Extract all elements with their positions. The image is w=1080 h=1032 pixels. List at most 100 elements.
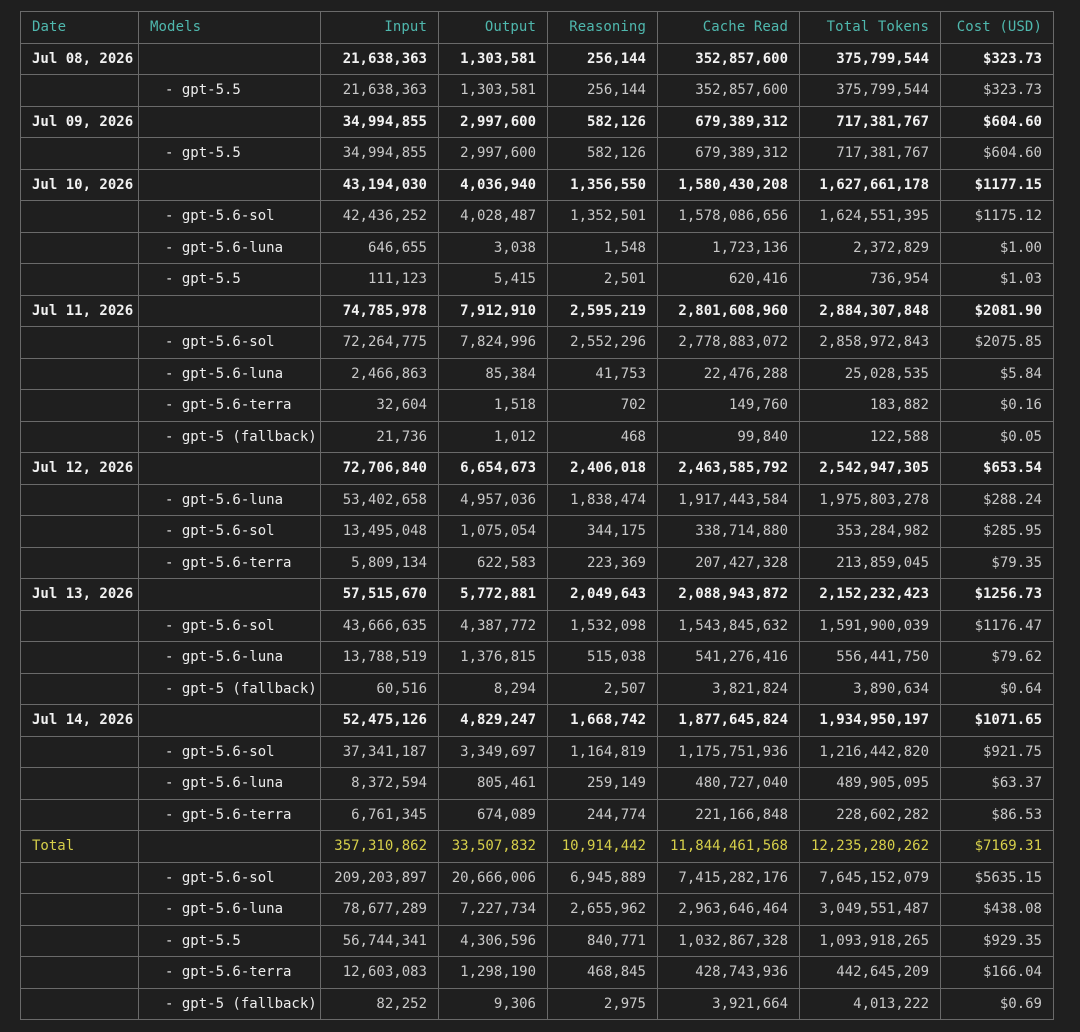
input-cell: 74,785,978 — [320, 294, 439, 327]
model-cell: - gpt-5.6-luna — [138, 641, 321, 674]
cost-cell: $285.95 — [940, 515, 1054, 548]
reasoning-cell: 702 — [547, 389, 658, 422]
output-cell: 1,518 — [438, 389, 548, 422]
output-cell: 2,997,600 — [438, 137, 548, 170]
reasoning-cell: 582,126 — [547, 137, 658, 170]
date-cell — [20, 767, 139, 800]
cache-read-cell: 149,760 — [657, 389, 800, 422]
reasoning-cell: 2,975 — [547, 987, 658, 1020]
total-tokens-cell: 442,645,209 — [799, 956, 941, 989]
cost-cell: $79.62 — [940, 641, 1054, 674]
total-tokens-cell: 3,890,634 — [799, 672, 941, 705]
input-cell: 57,515,670 — [320, 578, 439, 611]
cache-read-cell: 352,857,600 — [657, 42, 800, 75]
input-cell: 12,603,083 — [320, 956, 439, 989]
date-cell — [20, 200, 139, 233]
model-row: - gpt-5 (fallback) 82,252 9,306 2,975 3,921,… — [20, 987, 1054, 1020]
total-tokens-cell: 736,954 — [799, 263, 941, 296]
input-cell: 53,402,658 — [320, 483, 439, 516]
cache-read-cell: 2,463,585,792 — [657, 452, 800, 485]
input-cell: 37,341,187 — [320, 735, 439, 768]
output-cell: 674,089 — [438, 798, 548, 831]
reasoning-cell: 256,144 — [547, 74, 658, 107]
cost-cell: $166.04 — [940, 956, 1054, 989]
input-cell: 42,436,252 — [320, 200, 439, 233]
table-body: Jul 08, 2026 21,638,363 1,303,581 256,144 35… — [20, 42, 1054, 1020]
date-cell: Jul 11, 2026 — [20, 294, 139, 327]
cache-read-cell: 620,416 — [657, 263, 800, 296]
input-cell: 5,809,134 — [320, 546, 439, 579]
cost-cell: $438.08 — [940, 893, 1054, 926]
column-header-reasoning: Reasoning — [547, 11, 658, 44]
total-tokens-cell: 2,542,947,305 — [799, 452, 941, 485]
total-tokens-cell: 25,028,535 — [799, 357, 941, 390]
input-cell: 111,123 — [320, 263, 439, 296]
cache-read-cell: 1,580,430,208 — [657, 168, 800, 201]
cache-read-cell: 2,778,883,072 — [657, 326, 800, 359]
cache-read-cell: 1,578,086,656 — [657, 200, 800, 233]
input-cell: 72,706,840 — [320, 452, 439, 485]
date-cell — [20, 263, 139, 296]
model-cell: - gpt-5.6-luna — [138, 483, 321, 516]
cost-cell: $323.73 — [940, 74, 1054, 107]
cost-cell: $0.16 — [940, 389, 1054, 422]
date-summary-row: Jul 14, 2026 52,475,126 4,829,247 1,668,742… — [20, 704, 1054, 737]
total-tokens-cell: 4,013,222 — [799, 987, 941, 1020]
usage-table: Date Models Input Output Reasoning Cache… — [20, 11, 1054, 1020]
reasoning-cell: 2,655,962 — [547, 893, 658, 926]
reasoning-cell: 468,845 — [547, 956, 658, 989]
input-cell: 646,655 — [320, 231, 439, 264]
input-cell: 52,475,126 — [320, 704, 439, 737]
model-row: - gpt-5.6-sol 42,436,252 4,028,487 1,352,50… — [20, 200, 1054, 233]
model-cell: - gpt-5.6-luna — [138, 893, 321, 926]
reasoning-cell: 1,668,742 — [547, 704, 658, 737]
cost-cell: $921.75 — [940, 735, 1054, 768]
model-cell — [138, 168, 321, 201]
input-cell: 78,677,289 — [320, 893, 439, 926]
output-cell: 4,829,247 — [438, 704, 548, 737]
model-cell: - gpt-5.5 — [138, 74, 321, 107]
model-row: - gpt-5.6-luna 8,372,594 805,461 259,149 480… — [20, 767, 1054, 800]
cache-read-cell: 1,723,136 — [657, 231, 800, 264]
cost-cell: $1177.15 — [940, 168, 1054, 201]
total-tokens-cell: 213,859,045 — [799, 546, 941, 579]
output-cell: 7,227,734 — [438, 893, 548, 926]
output-cell: 6,654,673 — [438, 452, 548, 485]
model-cell — [138, 830, 321, 863]
output-cell: 7,824,996 — [438, 326, 548, 359]
output-cell: 4,036,940 — [438, 168, 548, 201]
output-cell: 4,957,036 — [438, 483, 548, 516]
date-cell — [20, 893, 139, 926]
total-tokens-cell: 1,591,900,039 — [799, 609, 941, 642]
model-cell: - gpt-5.6-terra — [138, 956, 321, 989]
column-header-date: Date — [20, 11, 139, 44]
input-cell: 209,203,897 — [320, 861, 439, 894]
cache-read-cell: 352,857,600 — [657, 74, 800, 107]
model-cell: - gpt-5.6-luna — [138, 357, 321, 390]
model-cell: - gpt-5 (fallback) — [138, 420, 321, 453]
cost-cell: $5.84 — [940, 357, 1054, 390]
model-row: - gpt-5 (fallback) 21,736 1,012 468 99,840 12… — [20, 420, 1054, 453]
output-cell: 1,075,054 — [438, 515, 548, 548]
model-cell: - gpt-5.6-sol — [138, 326, 321, 359]
output-cell: 1,303,581 — [438, 42, 548, 75]
cost-cell: $2081.90 — [940, 294, 1054, 327]
model-cell — [138, 578, 321, 611]
model-row: - gpt-5.6-sol 209,203,897 20,666,006 6,945,… — [20, 861, 1054, 894]
output-cell: 3,349,697 — [438, 735, 548, 768]
date-summary-row: Jul 12, 2026 72,706,840 6,654,673 2,406,018… — [20, 452, 1054, 485]
model-cell: - gpt-5.6-terra — [138, 389, 321, 422]
total-tokens-cell: 375,799,544 — [799, 74, 941, 107]
total-tokens-cell: 1,934,950,197 — [799, 704, 941, 737]
reasoning-cell: 1,352,501 — [547, 200, 658, 233]
usage-table-container: Date Models Input Output Reasoning Cache… — [20, 11, 1054, 1020]
date-cell — [20, 798, 139, 831]
total-tokens-cell: 3,049,551,487 — [799, 893, 941, 926]
reasoning-cell: 1,838,474 — [547, 483, 658, 516]
model-cell: - gpt-5.6-sol — [138, 609, 321, 642]
cache-read-cell: 3,921,664 — [657, 987, 800, 1020]
date-cell — [20, 231, 139, 264]
output-cell: 2,997,600 — [438, 105, 548, 138]
reasoning-cell: 2,406,018 — [547, 452, 658, 485]
cache-read-cell: 2,801,608,960 — [657, 294, 800, 327]
